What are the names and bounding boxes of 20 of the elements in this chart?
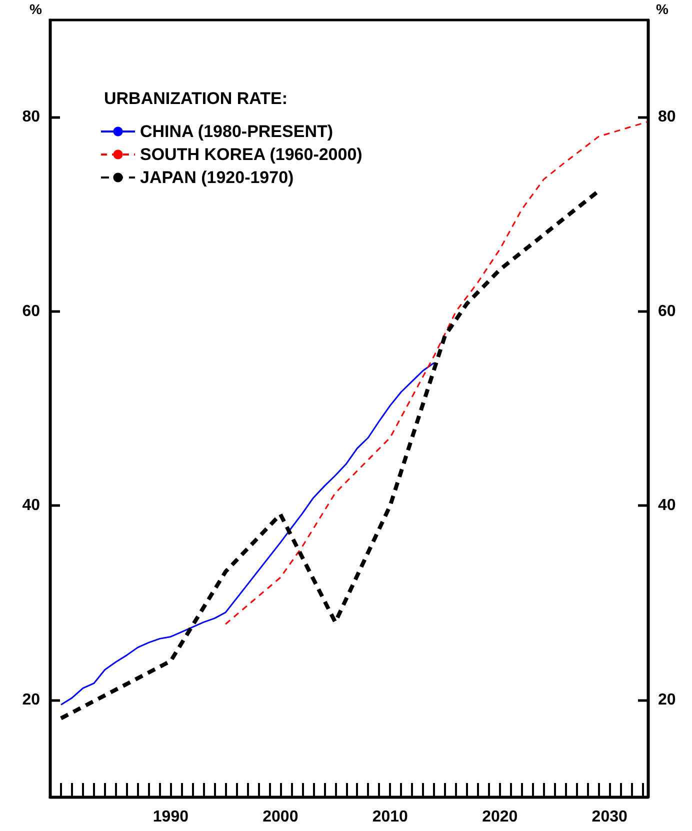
x-tick-label: 2020 [482, 808, 518, 826]
x-tick-label: 2000 [262, 808, 298, 826]
y-tick-label: 60 [22, 302, 40, 320]
legend-label: CHINA (1980-PRESENT) [140, 122, 334, 141]
legend-label: SOUTH KOREA (1960-2000) [140, 145, 362, 164]
y2-axis-title: % [656, 1, 669, 17]
y2-tick-label: 40 [658, 497, 676, 514]
line-series [60, 362, 435, 706]
y2-tick-label: 60 [658, 302, 676, 320]
y2-tick-label: 20 [658, 691, 676, 708]
x-tick-label: 2010 [372, 808, 408, 826]
legend-title: URBANIZATION RATE: [104, 89, 288, 108]
x-tick-label: 1990 [152, 808, 189, 826]
y-tick-label: 80 [22, 108, 40, 126]
y-axis-title: % [30, 1, 43, 17]
x-tick-label: 2030 [592, 808, 628, 826]
legend-label: JAPAN (1920-1970) [140, 168, 294, 187]
y-tick-label: 40 [22, 497, 40, 514]
y-tick-label: 20 [22, 691, 40, 708]
y2-tick-label: 80 [658, 108, 676, 126]
